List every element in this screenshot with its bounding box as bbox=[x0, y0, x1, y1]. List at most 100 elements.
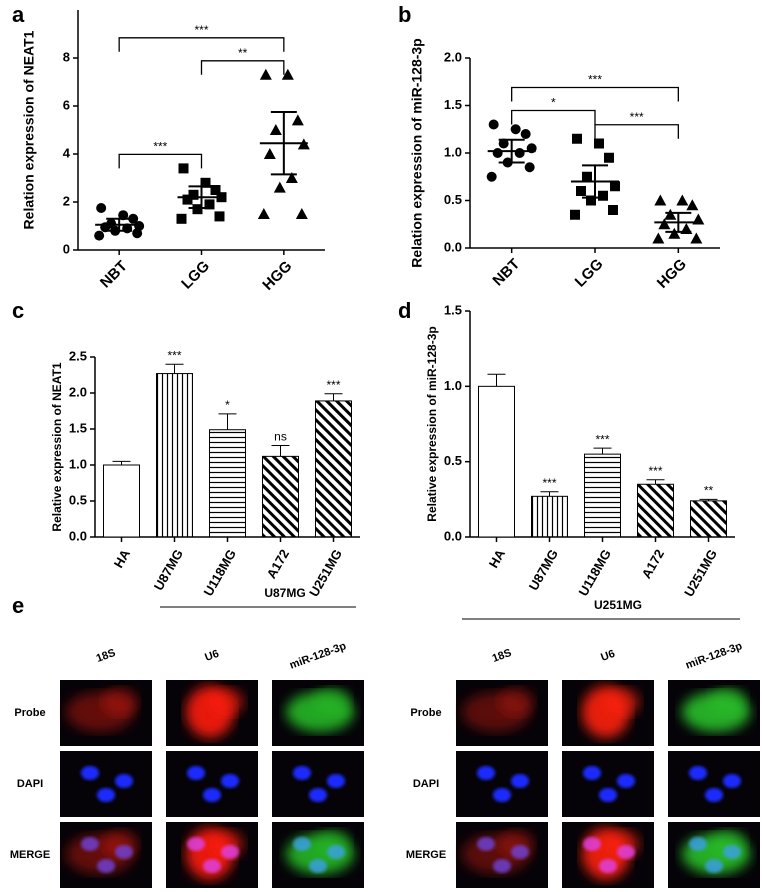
y-tick-label: 1.5 bbox=[69, 420, 87, 435]
micrograph-bg bbox=[456, 751, 548, 817]
y-tick-label: 0.5 bbox=[69, 492, 87, 507]
micrograph bbox=[60, 751, 152, 817]
y-axis-label: Relation expression of miR-128-3p bbox=[409, 38, 425, 268]
significance-label: * bbox=[225, 398, 230, 412]
point bbox=[492, 148, 503, 158]
micrograph bbox=[668, 680, 760, 746]
significance-bracket bbox=[118, 153, 203, 169]
y-axis-label: Relation expression of NEAT1 bbox=[21, 30, 37, 229]
column-label: U6 bbox=[599, 648, 616, 664]
x-tick-label: NBT bbox=[489, 256, 523, 290]
micrograph bbox=[562, 822, 654, 888]
point bbox=[291, 114, 304, 126]
micrograph bbox=[272, 751, 364, 817]
micrograph-bg bbox=[166, 751, 258, 817]
panel-letter: d bbox=[398, 298, 411, 323]
x-tick-label: U118MG bbox=[200, 547, 239, 599]
point bbox=[654, 194, 667, 206]
significance-label: *** bbox=[588, 73, 602, 87]
nucleus bbox=[81, 837, 99, 851]
point bbox=[668, 227, 681, 239]
micrograph-bg bbox=[272, 751, 364, 817]
y-axis-label: Relative expression of miR-128-3p bbox=[425, 326, 439, 521]
significance-label: *** bbox=[648, 464, 662, 478]
point bbox=[582, 171, 592, 182]
nucleus bbox=[599, 788, 617, 802]
x-tick-label: A172 bbox=[639, 547, 668, 581]
y-tick-label: 1.0 bbox=[69, 456, 87, 471]
bar bbox=[156, 373, 193, 538]
point bbox=[128, 213, 139, 224]
nucleus bbox=[583, 837, 601, 851]
micrograph bbox=[166, 680, 258, 746]
point bbox=[281, 68, 294, 80]
point bbox=[132, 228, 143, 239]
nucleus bbox=[97, 859, 115, 873]
point bbox=[188, 189, 199, 200]
point bbox=[576, 186, 586, 196]
x-tick-label: LGG bbox=[178, 258, 213, 293]
y-tick-label: 2.0 bbox=[69, 384, 87, 399]
point bbox=[488, 119, 499, 130]
point bbox=[604, 152, 614, 163]
bar bbox=[103, 464, 140, 538]
y-tick-label: 2 bbox=[63, 193, 70, 208]
y-tick-label: 0.0 bbox=[69, 528, 87, 543]
micrograph-bg bbox=[668, 751, 760, 817]
y-tick-label: 2.0 bbox=[444, 49, 462, 64]
point bbox=[486, 171, 497, 182]
point bbox=[586, 195, 596, 206]
nucleus bbox=[293, 837, 311, 851]
point bbox=[200, 177, 211, 188]
significance-label: ** bbox=[704, 484, 714, 498]
micrograph bbox=[668, 751, 760, 817]
probe-signal bbox=[314, 688, 350, 716]
micrograph-bg bbox=[60, 751, 152, 817]
micrograph bbox=[272, 680, 364, 746]
probe-signal bbox=[208, 688, 244, 716]
bar bbox=[262, 455, 299, 538]
point bbox=[285, 172, 298, 183]
point bbox=[594, 138, 604, 149]
micrograph bbox=[166, 822, 258, 888]
significance-label: *** bbox=[153, 140, 167, 154]
point bbox=[273, 181, 286, 193]
point bbox=[204, 199, 215, 210]
point bbox=[652, 232, 665, 244]
point bbox=[520, 129, 531, 139]
bar bbox=[209, 429, 246, 538]
y-axis-label: Relative expression of NEAT1 bbox=[50, 362, 64, 531]
column-label: miR-128-3p bbox=[288, 640, 348, 672]
y-tick-label: 0.0 bbox=[444, 528, 462, 543]
panel-letter: b bbox=[398, 2, 411, 27]
micrograph bbox=[272, 822, 364, 888]
micrograph bbox=[562, 751, 654, 817]
bar bbox=[478, 385, 515, 538]
nucleus bbox=[203, 788, 221, 802]
nucleus bbox=[115, 774, 133, 788]
y-tick-label: 0 bbox=[63, 241, 70, 256]
point bbox=[192, 204, 203, 215]
nucleus bbox=[511, 774, 529, 788]
point bbox=[295, 208, 308, 219]
bar bbox=[690, 500, 727, 538]
row-label: DAPI bbox=[413, 778, 439, 790]
point bbox=[510, 124, 521, 135]
point bbox=[259, 68, 272, 80]
probe-signal bbox=[498, 688, 534, 716]
point bbox=[94, 230, 105, 241]
x-tick-label: A172 bbox=[264, 547, 293, 581]
y-tick-label: 2.5 bbox=[69, 348, 87, 363]
nucleus bbox=[221, 845, 239, 859]
probe-signal bbox=[710, 688, 746, 716]
y-tick-label: 4 bbox=[63, 145, 71, 160]
point bbox=[210, 185, 221, 195]
row-label: MERGE bbox=[406, 849, 446, 861]
nucleus bbox=[115, 845, 133, 859]
nucleus bbox=[309, 788, 327, 802]
micrograph bbox=[60, 680, 152, 746]
micrograph bbox=[60, 822, 152, 888]
point bbox=[524, 162, 535, 173]
bar bbox=[584, 453, 621, 538]
point bbox=[664, 208, 677, 220]
